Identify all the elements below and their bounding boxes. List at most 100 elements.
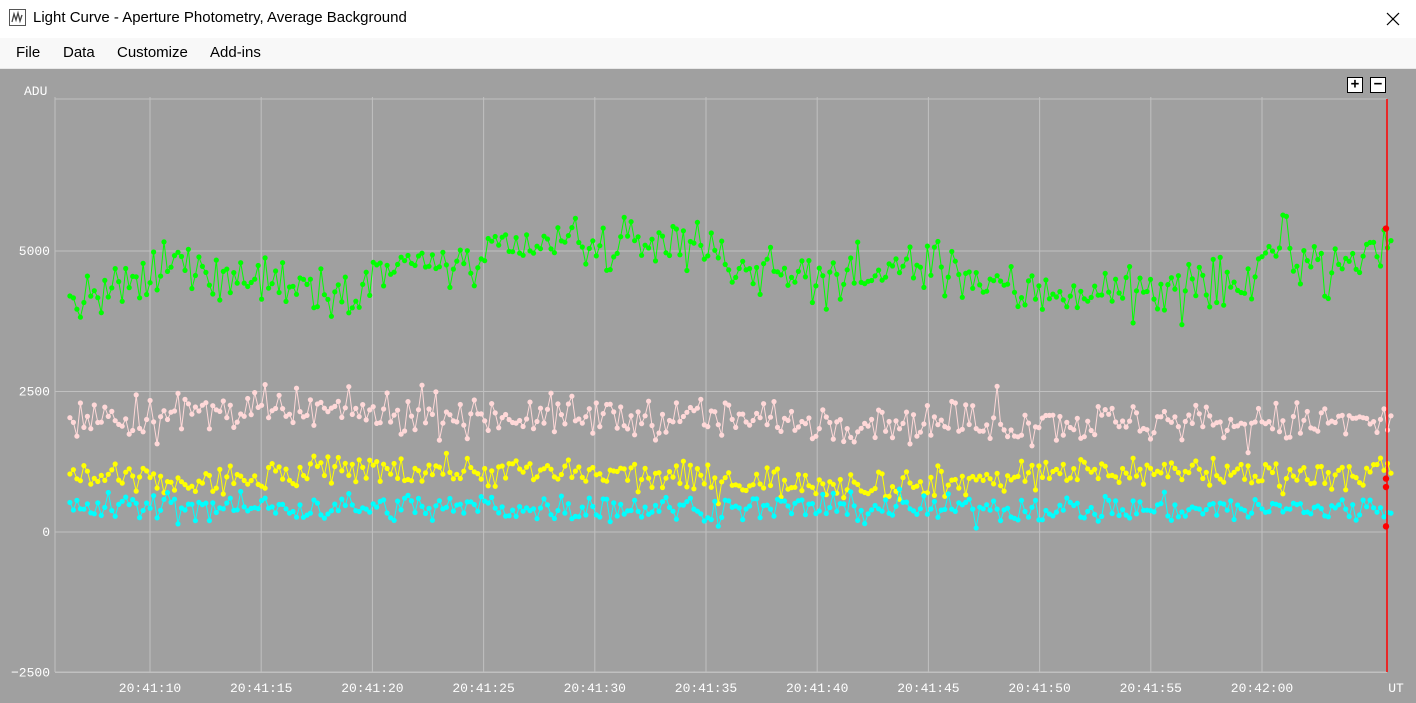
series-3-point bbox=[182, 482, 188, 488]
series-1-point bbox=[1308, 264, 1314, 270]
series-3-point bbox=[705, 462, 711, 468]
menu-data[interactable]: Data bbox=[63, 44, 95, 61]
series-1-point bbox=[666, 252, 673, 259]
series-2-point bbox=[576, 416, 582, 422]
series-4-point bbox=[408, 498, 415, 504]
series-1-point bbox=[778, 272, 784, 278]
series-3-point bbox=[802, 472, 809, 478]
series-4-point bbox=[1123, 512, 1129, 518]
zoom-out-button[interactable]: − bbox=[1370, 77, 1386, 93]
series-2-point bbox=[429, 411, 435, 417]
series-1-point bbox=[583, 261, 589, 267]
series-3-point bbox=[248, 478, 254, 484]
series-1-point bbox=[450, 266, 456, 272]
series-1-point bbox=[722, 261, 728, 267]
series-4-point bbox=[1252, 497, 1258, 503]
series-1-point bbox=[973, 270, 979, 276]
series-4-point bbox=[133, 500, 139, 506]
series-1-point bbox=[454, 258, 460, 264]
series-1-point bbox=[733, 274, 739, 280]
series-1-point bbox=[88, 293, 94, 299]
close-icon bbox=[1386, 12, 1400, 26]
series-1-point bbox=[419, 250, 425, 256]
series-1-point bbox=[1339, 266, 1345, 272]
series-1-point bbox=[112, 266, 118, 272]
series-4-point bbox=[1367, 497, 1373, 503]
series-4-point bbox=[659, 499, 666, 505]
series-4-point bbox=[910, 508, 917, 514]
series-1-point bbox=[1346, 258, 1352, 264]
menu-add-ins[interactable]: Add-ins bbox=[210, 44, 261, 61]
series-2-point bbox=[750, 417, 756, 424]
light-curve-chart[interactable]: −2500 0 2500 5000 ADU 20:41:10 20:41:15 20:41:2… bbox=[0, 69, 1416, 703]
series-1-point bbox=[935, 238, 941, 245]
series-4-point bbox=[1005, 505, 1011, 511]
series-2-point bbox=[339, 414, 345, 420]
menu-file[interactable]: File bbox=[16, 44, 41, 61]
series-1-point bbox=[646, 245, 652, 251]
series-2-point bbox=[391, 412, 397, 418]
series-4-point bbox=[980, 506, 986, 512]
series-2-point bbox=[461, 422, 467, 428]
series-1-point bbox=[171, 253, 178, 259]
series-4-point bbox=[541, 496, 547, 502]
series-1-point bbox=[325, 296, 331, 302]
series-4-point bbox=[799, 497, 805, 503]
series-3-point bbox=[1318, 463, 1324, 470]
series-2-point bbox=[907, 441, 913, 447]
series-3-point bbox=[555, 476, 561, 482]
series-3-point bbox=[1203, 469, 1209, 475]
series-4-point bbox=[1074, 500, 1080, 506]
light-curve-plot[interactable]: −2500 0 2500 5000 ADU 20:41:10 20:41:15 20:41:2… bbox=[0, 69, 1416, 703]
series-3-point bbox=[1085, 466, 1091, 472]
series-3-point bbox=[147, 474, 153, 481]
series-1-point bbox=[189, 285, 195, 292]
zoom-in-button[interactable]: + bbox=[1347, 77, 1363, 93]
series-1-point bbox=[426, 263, 432, 269]
series-4-point bbox=[921, 493, 927, 499]
series-1-point bbox=[1120, 295, 1126, 301]
series-3-point bbox=[370, 462, 376, 468]
series-1-point bbox=[642, 242, 648, 248]
series-3-point bbox=[262, 485, 268, 491]
series-3-point bbox=[276, 464, 282, 470]
series-1-point bbox=[1137, 275, 1143, 281]
series-3-point bbox=[743, 487, 749, 494]
series-1-point bbox=[102, 277, 108, 283]
series-2-point bbox=[652, 437, 659, 443]
series-4-point bbox=[1050, 513, 1056, 519]
series-3-point bbox=[903, 469, 910, 475]
series-1-point bbox=[1130, 320, 1136, 326]
series-1-point bbox=[896, 270, 903, 276]
series-4-point bbox=[1095, 518, 1101, 524]
series-3-point bbox=[945, 482, 951, 488]
series-2-point bbox=[1343, 431, 1349, 437]
series-1-point bbox=[192, 272, 198, 279]
series-4-point bbox=[1116, 512, 1122, 519]
series-4-point bbox=[224, 500, 230, 506]
series-4-point bbox=[164, 490, 171, 496]
series-2-point bbox=[164, 416, 171, 423]
close-button[interactable] bbox=[1370, 0, 1416, 38]
series-3-point bbox=[991, 481, 997, 487]
series-3-point bbox=[656, 470, 662, 476]
series-3-point bbox=[84, 468, 90, 474]
series-1-point bbox=[1074, 304, 1080, 311]
series-4-point bbox=[1259, 506, 1265, 512]
series-3-point bbox=[767, 482, 774, 489]
series-2-point bbox=[1175, 424, 1181, 430]
menu-customize[interactable]: Customize bbox=[117, 44, 188, 61]
series-3-point bbox=[227, 463, 233, 469]
series-4-point bbox=[381, 497, 387, 503]
series-2-point bbox=[1242, 421, 1248, 427]
series-3-point bbox=[1116, 479, 1122, 485]
series-4-point bbox=[712, 498, 718, 504]
series-4-point bbox=[1343, 506, 1349, 512]
series-3-point bbox=[1130, 455, 1136, 461]
series-1-point bbox=[900, 263, 906, 269]
series-3-point bbox=[168, 479, 174, 485]
series-4-point bbox=[970, 506, 976, 512]
series-4-point bbox=[475, 508, 481, 514]
series-2-point bbox=[771, 399, 777, 405]
series-2-point bbox=[816, 426, 822, 432]
